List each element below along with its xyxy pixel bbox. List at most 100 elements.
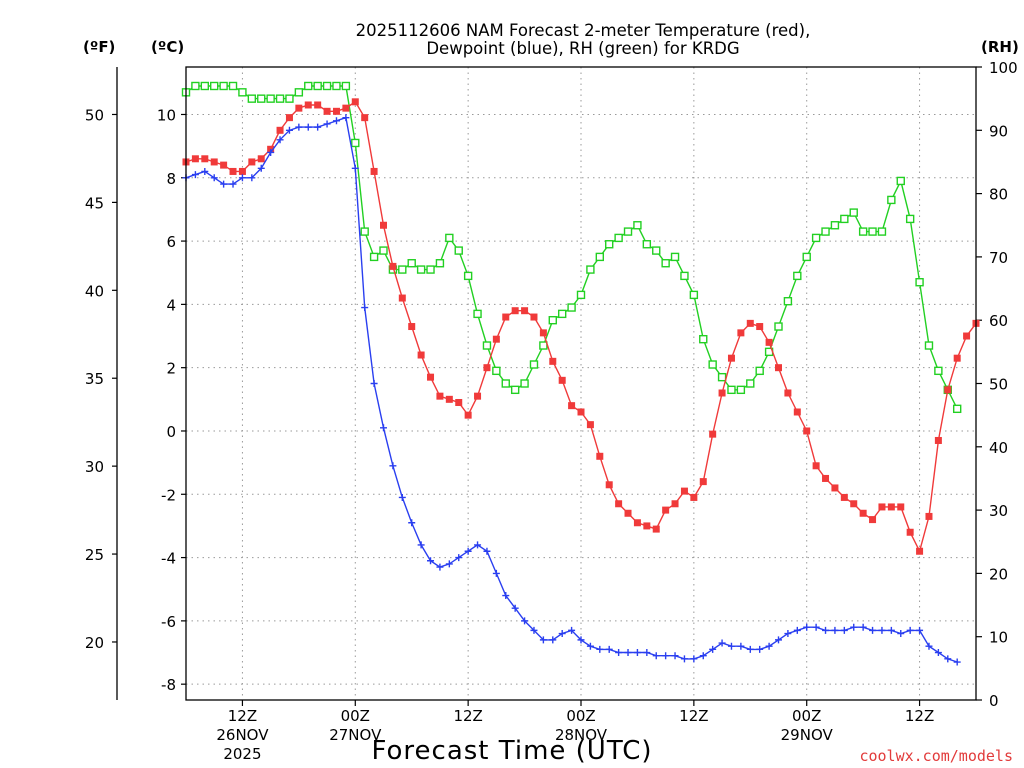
temperature-point xyxy=(455,398,463,406)
dewpoint-point xyxy=(775,636,782,644)
temperature-point xyxy=(257,155,265,163)
dewpoint-point xyxy=(417,541,425,549)
temperature-point xyxy=(596,452,604,460)
celsius-tick-label: 0 xyxy=(166,423,176,441)
dewpoint-point xyxy=(887,626,895,634)
rh-tick-label: 30 xyxy=(989,502,1008,520)
dewpoint-point xyxy=(680,655,688,663)
dewpoint-point xyxy=(492,569,500,577)
rh-point xyxy=(473,309,482,319)
celsius-tick-label: -4 xyxy=(161,550,176,568)
rh-point xyxy=(576,290,586,300)
temperature-point xyxy=(765,338,773,346)
time-tick-label: 12Z xyxy=(905,707,934,725)
dewpoint-point xyxy=(549,636,557,644)
temperature-point xyxy=(953,354,961,362)
dewpoint-point xyxy=(389,462,397,470)
time-tick-label: 00Z xyxy=(341,707,370,725)
rh-point xyxy=(285,94,294,103)
temperature-point xyxy=(380,221,387,229)
time-tick-label: 27NOV xyxy=(329,726,382,744)
rh-point xyxy=(426,265,435,274)
temperature-point xyxy=(285,114,293,122)
dewpoint-point xyxy=(530,626,538,634)
rh-point xyxy=(238,88,247,97)
temperature-point xyxy=(521,307,529,315)
fahrenheit-ticks: 50 45 40 35 30 25 20 xyxy=(85,106,117,652)
dewpoint-point xyxy=(295,123,303,131)
dewpoint-point xyxy=(605,645,613,653)
rh-point xyxy=(435,259,445,268)
dewpoint-point xyxy=(257,164,265,172)
dewpoint-point xyxy=(220,180,228,188)
dewpoint-point xyxy=(323,120,331,128)
rh-point xyxy=(952,404,962,414)
rh-point xyxy=(219,81,228,91)
temperature-point xyxy=(897,503,905,511)
dewpoint-point xyxy=(483,547,491,555)
dewpoint-point xyxy=(474,541,482,549)
dewpoint-point xyxy=(427,557,435,565)
dewpoint-point xyxy=(361,304,369,312)
rh-point xyxy=(379,246,388,255)
rh-point xyxy=(247,94,257,103)
rh-point xyxy=(463,271,473,281)
rh-point xyxy=(539,341,548,350)
grid-lines xyxy=(186,67,976,700)
rh-point xyxy=(191,81,200,91)
rh-point xyxy=(257,94,266,103)
rh-tick-label: 100 xyxy=(989,59,1018,77)
dewpoint-point xyxy=(445,560,453,568)
rh-point xyxy=(802,252,811,262)
temperature-point xyxy=(408,323,416,331)
temperature-point xyxy=(690,493,698,501)
rh-point xyxy=(360,227,369,236)
temperature-point xyxy=(474,392,482,400)
dewpoint-point xyxy=(859,623,867,631)
dewpoint-point xyxy=(229,180,237,188)
dewpoint-point xyxy=(633,649,641,657)
dewpoint-point xyxy=(398,493,406,501)
rh-tick-label: 60 xyxy=(989,312,1008,330)
fahrenheit-tick-label: 20 xyxy=(85,634,104,652)
dewpoint-point xyxy=(765,642,773,650)
rh-point xyxy=(557,309,567,319)
temperature-point xyxy=(295,104,303,112)
temperature-point xyxy=(248,158,256,166)
dewpoint-point xyxy=(408,519,416,527)
chart-title-line2: Dewpoint (blue), RH (green) for KRDG xyxy=(426,39,739,58)
rh-point xyxy=(520,379,529,388)
dewpoint-point xyxy=(238,174,246,182)
dewpoint-point xyxy=(539,636,547,644)
temperature-point xyxy=(699,478,707,486)
temperature-point xyxy=(822,474,830,482)
fahrenheit-tick-label: 40 xyxy=(85,282,104,300)
rh-point xyxy=(736,385,746,395)
dewpoint-point xyxy=(596,645,604,653)
rh-point xyxy=(275,94,285,103)
dewpoint-point xyxy=(577,636,585,644)
temperature-point xyxy=(963,332,971,340)
rh-point xyxy=(351,138,360,148)
rh-point xyxy=(887,195,896,205)
rh-tick-label: 70 xyxy=(989,249,1008,267)
dewpoint-point xyxy=(897,630,905,638)
rh-point xyxy=(510,385,520,395)
celsius-tick-label: -2 xyxy=(161,486,176,504)
temperature-point xyxy=(925,512,933,520)
temperature-point xyxy=(577,408,585,416)
temperature-point xyxy=(389,262,397,270)
dewpoint-point xyxy=(793,626,801,634)
temperature-point xyxy=(238,167,246,175)
dewpoint-point xyxy=(944,655,952,663)
dewpoint-point xyxy=(953,658,961,666)
rh-point xyxy=(915,278,924,287)
rh-point xyxy=(755,366,764,376)
dewpoint-point xyxy=(803,623,811,631)
rh-point xyxy=(294,88,304,97)
rh-point xyxy=(200,81,210,91)
temperature-point xyxy=(361,114,369,122)
rh-point xyxy=(774,322,783,331)
rh-point xyxy=(454,246,463,255)
